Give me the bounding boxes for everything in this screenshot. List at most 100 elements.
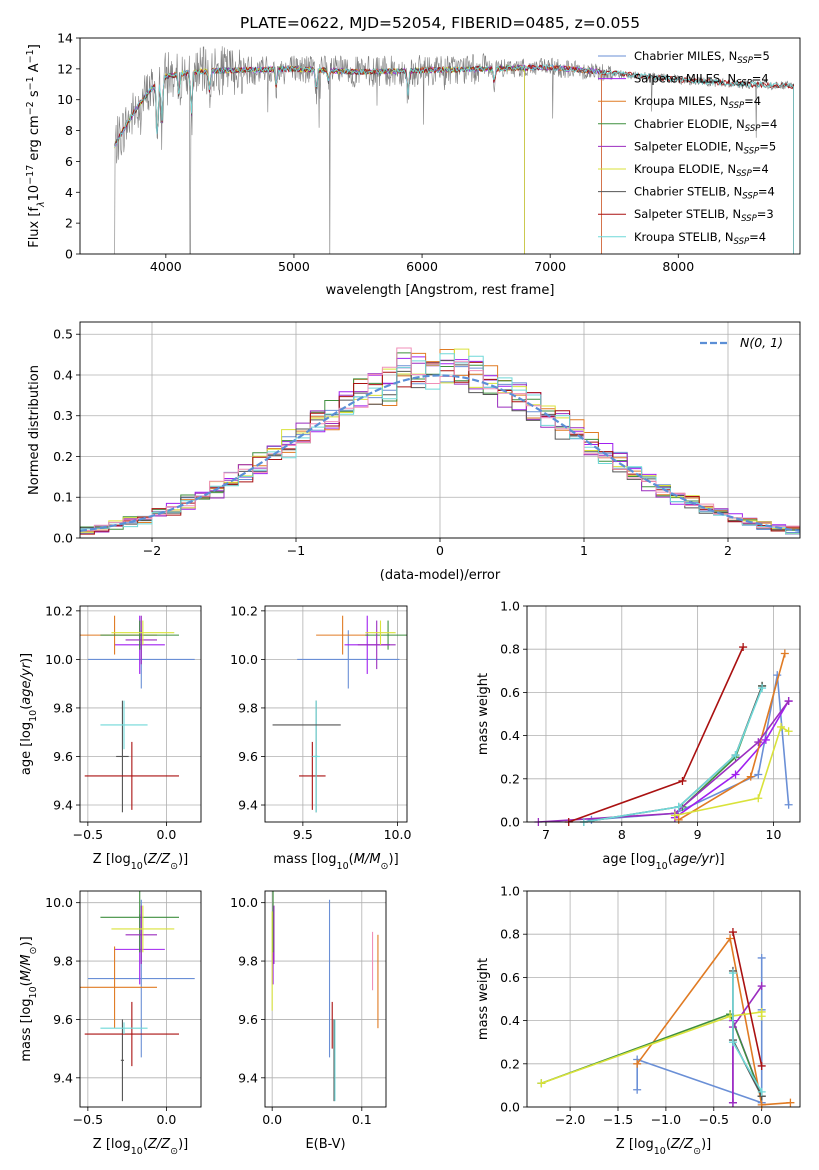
x-axis-label: wavelength [Angstrom, rest frame] [326,283,555,298]
legend-label-sub: SSP [736,169,752,179]
label-part: ⊙ [28,947,39,955]
legend-label-suffix: =4 [760,117,777,131]
legend-label-text: Chabrier MILES, N [634,49,737,63]
weight-marker [674,815,683,824]
weight-marker [633,1059,642,1068]
y-tick-label: 0.2 [500,771,520,786]
label-part: 10 [654,1146,666,1157]
histogram-step [80,347,800,535]
y-tick-label: 1.0 [500,884,520,899]
legend-label-suffix: =5 [753,49,770,63]
weight-marker [728,969,737,978]
legend-label: Chabrier MILES, NSSP=5 [634,49,770,66]
y-tick-label: 10.0 [45,652,73,667]
weight-marker [786,1098,795,1107]
legend-label: Kroupa MILES, NSSP=4 [634,94,761,111]
legend-label-text: Salpeter MILES, N [634,72,736,86]
weight-marker [754,794,763,803]
x-tick-label: 0.0 [262,1112,282,1127]
legend-label-sub: SSP [742,192,758,202]
label-part: −1 [25,76,36,90]
weight-marker [757,982,766,991]
x-tick-label: 4000 [150,259,182,274]
x-tick-label: 0.0 [752,1112,772,1127]
x-tick-label: 9.5 [293,827,313,842]
legend-label-sub: SSP [741,214,757,224]
legend-label-suffix: =4 [749,230,766,244]
weight-marker [754,770,763,779]
weight-marker [754,738,763,747]
legend-label: N(0, 1) [740,335,783,350]
legend-label-suffix: =5 [759,139,776,153]
weight-marker [728,1098,737,1107]
y-tick-label: 1.0 [500,599,520,614]
legend-label: Salpeter ELODIE, NSSP=5 [634,139,776,156]
weight-marker [746,772,755,781]
weight-line [674,700,790,819]
label-part: ( [19,705,34,710]
label-part: M/M [19,954,34,981]
y-tick-label: 0.4 [53,367,73,382]
label-part: 10 [27,185,42,202]
legend-label-suffix: =3 [757,207,774,221]
panel-residuals: −2 −1 0 1 2 0.0 0.1 0.2 0.3 0.4 0.5 N(0, 1) (data-mo… [27,321,801,583]
weight-line [674,725,789,817]
panel-mass_vs_Z: −0.5 0.09.49.69.810.0Z [log10(Z/Z⊙)]mass … [19,890,202,1157]
x-axis-label: Z [log10(Z/Z⊙)] [93,852,188,872]
label-part: Z [log [93,1137,131,1152]
y-tick-label: 9.6 [53,749,73,764]
x-tick-label: 9 [694,827,702,842]
legend-label: Kroupa ELODIE, NSSP=4 [634,162,769,179]
legend-label-suffix: =4 [752,72,769,86]
label-part: 10 [656,861,668,872]
y-tick-label: 9.6 [238,1012,258,1027]
label-part: 10 [131,1146,143,1157]
y-axis-label: Normed distribution [27,365,42,495]
label-part: )] [714,852,724,867]
legend-label-text: Kroupa ELODIE, N [634,162,736,176]
label-part: Flux [f [27,207,42,248]
x-tick-label: 10 [766,827,782,842]
y-tick-label: 0.8 [500,642,520,657]
label-part: ⊙ [381,861,389,872]
weight-marker [757,1100,766,1109]
y-axis-label: age [log10(age/yr)] [19,653,39,775]
weight-marker [731,751,740,760]
label-part: age/yr [673,852,716,867]
label-part: λ [36,201,47,208]
axes-frame [79,321,801,539]
label-part: −17 [25,165,36,185]
label-part: M/M [354,852,381,867]
weight-marker [784,697,793,706]
legend-label: Kroupa STELIB, NSSP=4 [634,230,766,247]
label-part: ( [668,852,673,867]
x-tick-label: 7 [542,827,550,842]
model-spectrum-line [114,64,794,254]
weight-marker [728,1038,737,1047]
label-part: )] [19,936,34,946]
legend-label-sub: SSP [744,146,760,156]
label-part: ( [143,1137,148,1152]
legend-label-sub: SSP [729,101,745,111]
panel-age_vs_Z: −0.5 0.09.49.69.810.010.2Z [log10(Z/Z⊙)]a… [19,603,202,872]
y-tick-label: 0.0 [500,1100,520,1115]
label-part: 10 [28,710,39,722]
y-tick-label: 9.4 [53,1070,73,1085]
weight-marker [784,800,793,809]
label-part: )] [178,1137,188,1152]
legend-label-sub: SSP [745,124,761,134]
weight-marker [780,649,789,658]
legend-label: Chabrier ELODIE, NSSP=4 [634,117,777,134]
weight-marker [670,811,679,820]
label-part: Z [log [616,1137,654,1152]
x-tick-label: −0.5 [699,1112,729,1127]
label-part: 10 [28,986,39,998]
label-part: )] [701,1137,711,1152]
weight-marker [784,727,793,736]
x-axis-label: E(B-V) [305,1137,345,1152]
x-tick-label: 8 [618,827,626,842]
y-tick-label: 14 [57,31,73,46]
weight-marker [731,770,740,779]
y-tick-label: 10.0 [230,895,258,910]
